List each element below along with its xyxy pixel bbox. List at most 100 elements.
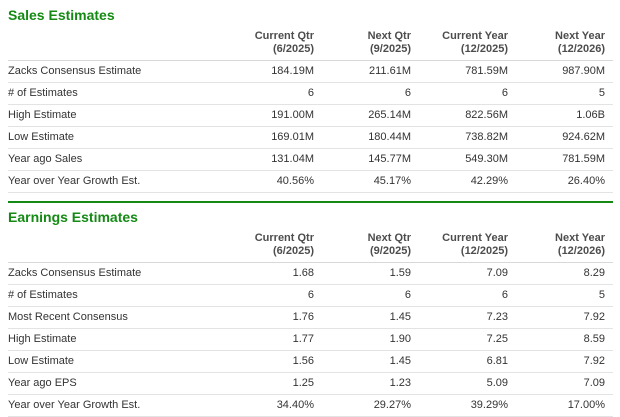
row-label: High Estimate — [8, 104, 225, 127]
cell-value: 1.90 — [322, 328, 419, 351]
column-label: Next Qtr — [367, 30, 411, 42]
cell-value: 1.45 — [322, 350, 419, 373]
column-label: Current Qtr — [254, 30, 314, 42]
column-period: (12/2026) — [557, 43, 605, 55]
row-label: Year over Year Growth Est. — [8, 394, 225, 417]
column-period: (12/2025) — [460, 43, 508, 55]
cell-value: 40.56% — [225, 170, 322, 193]
row-label: Low Estimate — [8, 350, 225, 373]
cell-value: 6 — [225, 82, 322, 105]
column-period: (6/2025) — [273, 43, 314, 55]
table-row: # of Estimates 6 6 6 5 — [8, 284, 613, 307]
table-row: Low Estimate 169.01M 180.44M 738.82M 924.62M — [8, 126, 613, 149]
column-label: Current Year — [442, 232, 508, 244]
cell-value: 145.77M — [322, 148, 419, 171]
column-period: (9/2025) — [370, 245, 411, 257]
row-label: # of Estimates — [8, 284, 225, 307]
table-row: Low Estimate 1.56 1.45 6.81 7.92 — [8, 350, 613, 373]
header-current-year: Current Year (12/2025) — [419, 232, 516, 263]
header-spacer — [8, 30, 225, 61]
cell-value: 17.00% — [516, 394, 613, 417]
cell-value: 1.45 — [322, 306, 419, 329]
cell-value: 7.25 — [419, 328, 516, 351]
header-current-qtr: Current Qtr (6/2025) — [225, 30, 322, 61]
cell-value: 7.09 — [419, 262, 516, 285]
header-next-year: Next Year (12/2026) — [516, 232, 613, 263]
header-row: Current Qtr (6/2025) Next Qtr (9/2025) C… — [8, 30, 613, 61]
cell-value: 1.25 — [225, 372, 322, 395]
cell-value: 7.92 — [516, 350, 613, 373]
cell-value: 987.90M — [516, 60, 613, 83]
cell-value: 45.17% — [322, 170, 419, 193]
cell-value: 781.59M — [419, 60, 516, 83]
cell-value: 6 — [225, 284, 322, 307]
header-next-qtr: Next Qtr (9/2025) — [322, 30, 419, 61]
cell-value: 6 — [322, 284, 419, 307]
cell-value: 924.62M — [516, 126, 613, 149]
cell-value: 549.30M — [419, 148, 516, 171]
earnings-table-header: Current Qtr (6/2025) Next Qtr (9/2025) C… — [8, 232, 613, 263]
section-divider — [8, 201, 613, 203]
cell-value: 34.40% — [225, 394, 322, 417]
header-current-qtr: Current Qtr (6/2025) — [225, 232, 322, 263]
cell-value: 781.59M — [516, 148, 613, 171]
sales-table-header: Current Qtr (6/2025) Next Qtr (9/2025) C… — [8, 30, 613, 61]
cell-value: 169.01M — [225, 126, 322, 149]
cell-value: 7.23 — [419, 306, 516, 329]
row-label: Year ago EPS — [8, 372, 225, 395]
sales-table-body: Zacks Consensus Estimate 184.19M 211.61M 78… — [8, 60, 613, 193]
table-row: Year over Year Growth Est. 34.40% 29.27% 39… — [8, 394, 613, 417]
cell-value: 42.29% — [419, 170, 516, 193]
table-row: Year over Year Growth Est. 40.56% 45.17% 42… — [8, 170, 613, 193]
cell-value: 6 — [322, 82, 419, 105]
cell-value: 39.29% — [419, 394, 516, 417]
sales-section-title: Sales Estimates — [8, 7, 115, 23]
row-label: Low Estimate — [8, 126, 225, 149]
column-label: Next Year — [555, 232, 605, 244]
earnings-table-body: Zacks Consensus Estimate 1.68 1.59 7.09 8.29… — [8, 262, 613, 417]
table-row: High Estimate 1.77 1.90 7.25 8.59 — [8, 328, 613, 351]
table-row: # of Estimates 6 6 6 5 — [8, 82, 613, 105]
cell-value: 1.59 — [322, 262, 419, 285]
row-label: # of Estimates — [8, 82, 225, 105]
cell-value: 1.77 — [225, 328, 322, 351]
cell-value: 5 — [516, 284, 613, 307]
header-spacer — [8, 232, 225, 263]
header-next-year: Next Year (12/2026) — [516, 30, 613, 61]
row-label: Year ago Sales — [8, 148, 225, 171]
earnings-section-title: Earnings Estimates — [8, 209, 138, 225]
cell-value: 1.56 — [225, 350, 322, 373]
row-label: High Estimate — [8, 328, 225, 351]
cell-value: 6 — [419, 82, 516, 105]
row-label: Year over Year Growth Est. — [8, 170, 225, 193]
header-row: Current Qtr (6/2025) Next Qtr (9/2025) C… — [8, 232, 613, 263]
cell-value: 26.40% — [516, 170, 613, 193]
column-period: (12/2025) — [460, 245, 508, 257]
row-label: Most Recent Consensus — [8, 306, 225, 329]
table-row: Year ago Sales 131.04M 145.77M 549.30M 781.5… — [8, 148, 613, 171]
cell-value: 131.04M — [225, 148, 322, 171]
table-row: Zacks Consensus Estimate 1.68 1.59 7.09 8.29 — [8, 262, 613, 285]
table-row: Most Recent Consensus 1.76 1.45 7.23 7.92 — [8, 306, 613, 329]
header-current-year: Current Year (12/2025) — [419, 30, 516, 61]
cell-value: 8.29 — [516, 262, 613, 285]
cell-value: 5 — [516, 82, 613, 105]
cell-value: 1.06B — [516, 104, 613, 127]
cell-value: 7.09 — [516, 372, 613, 395]
row-label: Zacks Consensus Estimate — [8, 60, 225, 83]
column-label: Next Qtr — [367, 232, 411, 244]
column-label: Next Year — [555, 30, 605, 42]
cell-value: 29.27% — [322, 394, 419, 417]
cell-value: 7.92 — [516, 306, 613, 329]
column-label: Current Qtr — [254, 232, 314, 244]
cell-value: 184.19M — [225, 60, 322, 83]
sales-estimates-section: Sales Estimates Current Qtr (6/2025) Nex… — [8, 7, 613, 193]
sales-estimates-table: Current Qtr (6/2025) Next Qtr (9/2025) C… — [8, 30, 613, 193]
cell-value: 1.76 — [225, 306, 322, 329]
cell-value: 211.61M — [322, 60, 419, 83]
column-period: (12/2026) — [557, 245, 605, 257]
column-label: Current Year — [442, 30, 508, 42]
cell-value: 8.59 — [516, 328, 613, 351]
cell-value: 1.68 — [225, 262, 322, 285]
